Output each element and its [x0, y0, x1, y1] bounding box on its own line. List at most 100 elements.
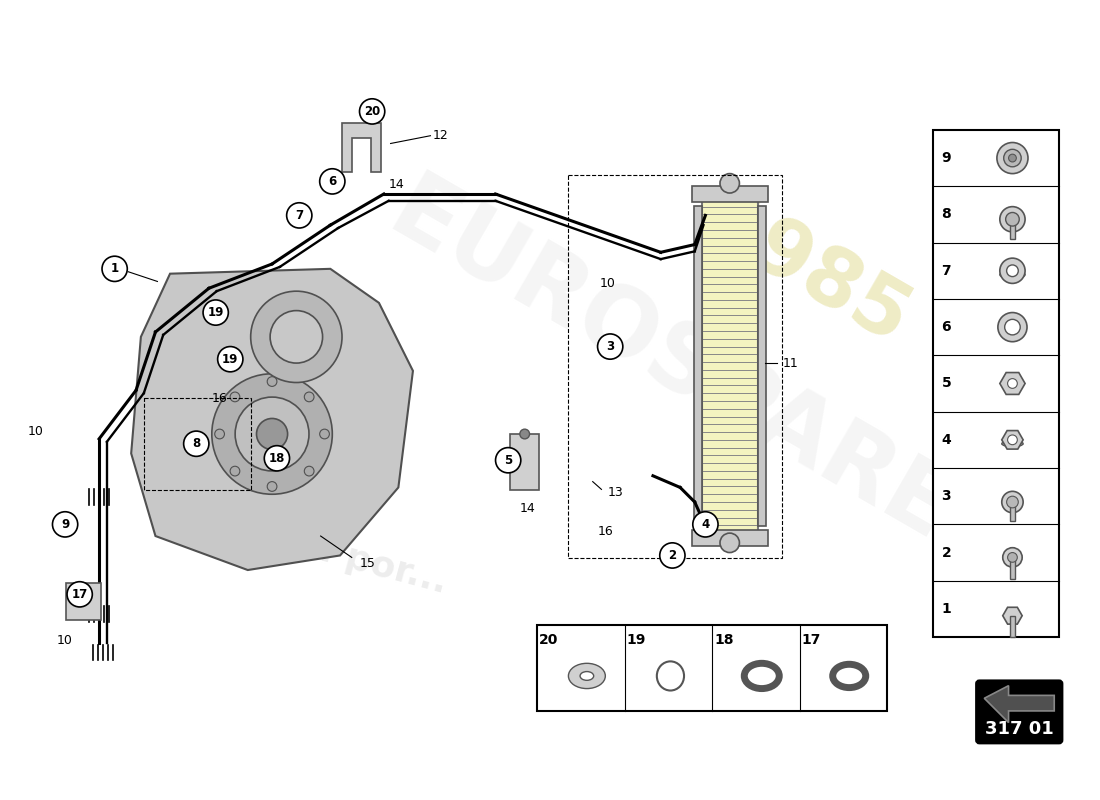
Bar — [692, 186, 768, 202]
Circle shape — [204, 300, 229, 325]
Ellipse shape — [1000, 270, 1025, 278]
Text: a p... por...: a p... por... — [229, 510, 451, 601]
Circle shape — [1009, 154, 1016, 162]
Text: 12: 12 — [432, 130, 448, 142]
Bar — [692, 530, 768, 546]
Text: 14: 14 — [388, 178, 405, 190]
Text: 17: 17 — [72, 588, 88, 601]
Text: 4: 4 — [702, 518, 710, 531]
Circle shape — [235, 397, 309, 471]
Bar — [1010, 219, 1015, 238]
Ellipse shape — [1002, 441, 1023, 446]
Text: 15: 15 — [360, 557, 375, 570]
Circle shape — [597, 334, 623, 359]
Circle shape — [287, 202, 312, 228]
Circle shape — [264, 446, 289, 471]
Circle shape — [720, 533, 739, 553]
Polygon shape — [1000, 373, 1025, 394]
Text: 4: 4 — [942, 433, 952, 447]
Circle shape — [1005, 213, 1020, 226]
Circle shape — [1008, 435, 1018, 445]
Bar — [758, 206, 766, 526]
FancyBboxPatch shape — [977, 681, 1062, 743]
Ellipse shape — [569, 663, 605, 689]
Text: 17: 17 — [802, 633, 821, 647]
Circle shape — [230, 466, 240, 476]
Text: 10: 10 — [600, 277, 615, 290]
Circle shape — [53, 512, 78, 537]
Text: 16: 16 — [597, 525, 614, 538]
Circle shape — [214, 429, 224, 439]
Bar — [1010, 616, 1015, 637]
Text: 11: 11 — [782, 357, 797, 370]
Circle shape — [184, 431, 209, 456]
Text: 19: 19 — [627, 633, 646, 647]
Bar — [537, 626, 887, 711]
Circle shape — [267, 482, 277, 491]
Text: 8: 8 — [192, 438, 200, 450]
Text: 5: 5 — [942, 377, 952, 390]
Bar — [144, 398, 251, 490]
Circle shape — [660, 543, 685, 568]
Circle shape — [320, 169, 345, 194]
Text: 9: 9 — [942, 151, 952, 165]
Circle shape — [520, 429, 529, 439]
Text: 1985: 1985 — [690, 184, 923, 363]
Polygon shape — [1002, 430, 1023, 449]
Text: 7: 7 — [942, 264, 952, 278]
Circle shape — [67, 582, 92, 607]
Text: 1: 1 — [111, 262, 119, 275]
Circle shape — [218, 346, 243, 372]
Polygon shape — [984, 686, 1054, 722]
Circle shape — [102, 256, 128, 282]
Text: 10: 10 — [56, 634, 73, 647]
Bar — [66, 582, 101, 619]
Bar — [694, 206, 702, 526]
Circle shape — [230, 392, 240, 402]
Circle shape — [1006, 265, 1019, 277]
Circle shape — [320, 429, 329, 439]
Text: 317 01: 317 01 — [984, 720, 1054, 738]
Circle shape — [305, 392, 314, 402]
Text: 10: 10 — [28, 425, 43, 438]
Circle shape — [720, 174, 739, 193]
Bar — [933, 130, 1059, 637]
Text: 19: 19 — [222, 353, 239, 366]
Circle shape — [251, 291, 342, 382]
Circle shape — [1006, 496, 1019, 508]
Text: 13: 13 — [607, 486, 623, 499]
Text: 20: 20 — [364, 105, 381, 118]
Text: 19: 19 — [208, 306, 224, 319]
Circle shape — [212, 374, 332, 494]
Text: 9: 9 — [60, 518, 69, 531]
Circle shape — [1004, 319, 1020, 335]
Text: 3: 3 — [606, 340, 614, 353]
Text: 18: 18 — [714, 633, 734, 647]
Text: 16: 16 — [212, 391, 228, 405]
Text: 7: 7 — [295, 209, 304, 222]
Bar — [1010, 558, 1015, 578]
Text: 3: 3 — [942, 489, 952, 503]
Ellipse shape — [580, 671, 594, 680]
Text: EUROSPARES: EUROSPARES — [373, 166, 1026, 596]
Text: 18: 18 — [268, 452, 285, 465]
Bar — [702, 201, 758, 531]
Circle shape — [693, 512, 718, 537]
Circle shape — [495, 448, 520, 473]
Text: 20: 20 — [539, 633, 559, 647]
Circle shape — [1002, 491, 1023, 513]
Text: 6: 6 — [328, 175, 337, 188]
Circle shape — [1003, 150, 1021, 167]
Circle shape — [256, 418, 287, 450]
Polygon shape — [342, 123, 381, 172]
Circle shape — [305, 466, 314, 476]
Polygon shape — [131, 269, 412, 570]
Text: 8: 8 — [942, 207, 952, 222]
Circle shape — [1003, 548, 1022, 567]
Circle shape — [1008, 378, 1018, 388]
Circle shape — [998, 313, 1027, 342]
Bar — [510, 434, 539, 490]
Circle shape — [360, 98, 385, 124]
Circle shape — [1008, 553, 1018, 562]
Circle shape — [1000, 206, 1025, 232]
